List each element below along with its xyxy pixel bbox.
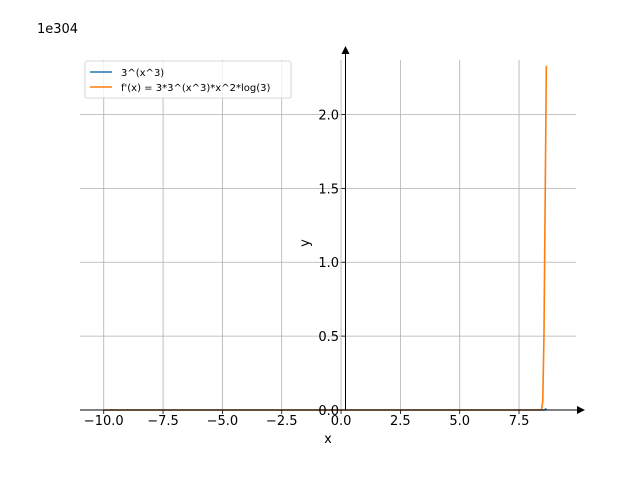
axes	[80, 46, 585, 414]
x-tick-label: 0.0	[331, 414, 352, 429]
x-axis-arrow	[577, 406, 585, 414]
x-tick-label: −7.5	[147, 414, 179, 429]
y-axis-label: y	[298, 239, 313, 247]
y-offset-label: 1e304	[37, 22, 78, 37]
y-tick-label: 0.0	[318, 404, 339, 419]
y-tick-label: 1.5	[318, 182, 339, 197]
legend-box	[84, 60, 292, 99]
x-tick-label: −5.0	[207, 414, 239, 429]
y-tick-label: 1.0	[318, 256, 339, 271]
x-tick-label: −2.5	[266, 414, 298, 429]
x-tick-label: −10.0	[84, 414, 124, 429]
x-tick-label: 2.5	[390, 414, 411, 429]
y-axis-arrow	[341, 46, 350, 54]
legend-label-2: f'(x) = 3*3^(x^3)*x^2*log(3)	[121, 83, 270, 94]
y-tick-label: 2.0	[318, 108, 339, 123]
x-axis-label: x	[324, 432, 332, 447]
legend: 3^(x^3) f'(x) = 3*3^(x^3)*x^2*log(3)	[84, 60, 292, 99]
x-tick-label: 5.0	[449, 414, 470, 429]
y-tick-label: 0.5	[318, 330, 339, 345]
x-tick-label: 7.5	[509, 414, 530, 429]
ticks: −10.0 −7.5 −5.0 −2.5 0.0 2.5 5.0 7.5 0.0 0.5 1.0 1.…	[84, 108, 530, 429]
legend-label-1: 3^(x^3)	[121, 68, 164, 79]
